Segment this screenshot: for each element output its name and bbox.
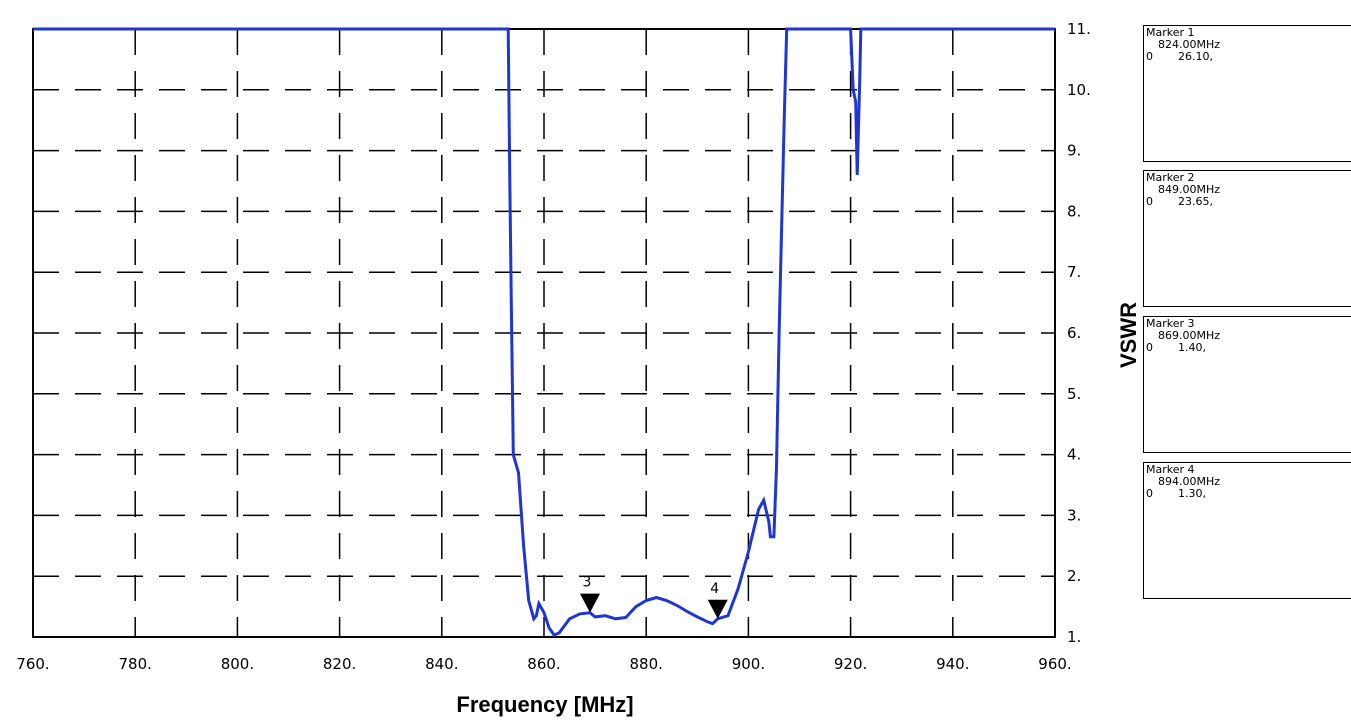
marker-panel-title: Marker 3 — [1146, 317, 1195, 330]
marker-panel-4: Marker 4 894.00MHz 0 1.30, — [1143, 462, 1351, 599]
marker-panel-trace: 0 — [1146, 341, 1153, 354]
y-tick-label: 8. — [1067, 202, 1081, 220]
grid — [33, 29, 1055, 637]
marker-panel-value: 1.40, — [1178, 341, 1206, 354]
marker-panel-trace: 0 — [1146, 195, 1153, 208]
marker-label: 4 — [710, 581, 719, 597]
marker-panel-trace: 0 — [1146, 487, 1153, 500]
y-tick-label: 9. — [1067, 142, 1081, 160]
marker-triangle-icon — [707, 599, 728, 619]
y-tick-label: 10. — [1067, 81, 1091, 99]
y-tick-label: 6. — [1067, 324, 1081, 342]
marker-panel-title: Marker 4 — [1146, 463, 1195, 476]
x-tick-label: 920. — [834, 655, 867, 673]
y-tick-label: 2. — [1067, 567, 1081, 585]
y-tick-label: 3. — [1067, 506, 1081, 524]
marker-panel-3: Marker 3 869.00MHz 0 1.40, — [1143, 316, 1351, 453]
marker-triangle-icon — [579, 593, 600, 613]
marker-panel-frequency: 869.00MHz — [1158, 329, 1221, 342]
marker-panel-1: Marker 1 824.00MHz 0 26.10, — [1143, 25, 1351, 162]
x-tick-label: 820. — [323, 655, 356, 673]
x-tick-label: 860. — [527, 655, 560, 673]
marker-panel-frequency: 894.00MHz — [1158, 475, 1221, 488]
marker-label: 3 — [583, 575, 592, 591]
marker-panel-value: 26.10, — [1178, 50, 1213, 63]
y-tick-label: 5. — [1067, 385, 1081, 403]
marker-panel-2: Marker 2 849.00MHz 0 23.65, — [1143, 170, 1351, 307]
y-tick-label: 11. — [1067, 20, 1091, 38]
x-tick-label: 760. — [16, 655, 49, 673]
y-tick-label: 7. — [1067, 263, 1081, 281]
marker-panel-frequency: 824.00MHz — [1158, 38, 1221, 51]
x-tick-label: 880. — [629, 655, 662, 673]
y-tick-label: 1. — [1067, 628, 1081, 646]
marker-panel-value: 23.65, — [1178, 195, 1213, 208]
y-tick-label: 4. — [1067, 446, 1081, 464]
x-axis-ticks: 760. 780. 800. 820. 840. 860. 880. 900. 920. 940.… — [16, 655, 1071, 673]
plot-area — [32, 28, 1056, 638]
marker-panel-title: Marker 1 — [1146, 26, 1195, 39]
x-tick-label: 900. — [732, 655, 765, 673]
y-axis-title: VSWR — [1116, 302, 1141, 368]
x-tick-label: 780. — [118, 655, 151, 673]
y-axis-ticks: 1. 2. 3. 4. 5. 6. 7. 8. 9. 10. 11. — [1067, 20, 1091, 646]
marker-panel-value: 1.30, — [1178, 487, 1206, 500]
x-tick-label: 960. — [1038, 655, 1071, 673]
x-tick-label: 840. — [425, 655, 458, 673]
marker-panel-title: Marker 2 — [1146, 171, 1195, 184]
series-line-vswr — [33, 27, 1055, 638]
x-tick-label: 940. — [936, 655, 969, 673]
marker-4: 4 — [707, 581, 728, 619]
x-axis-title: Frequency [MHz] — [456, 692, 633, 717]
marker-panel-frequency: 849.00MHz — [1158, 183, 1221, 196]
marker-panel-trace: 0 — [1146, 50, 1153, 63]
x-tick-label: 800. — [221, 655, 254, 673]
marker-3: 3 — [579, 575, 600, 613]
